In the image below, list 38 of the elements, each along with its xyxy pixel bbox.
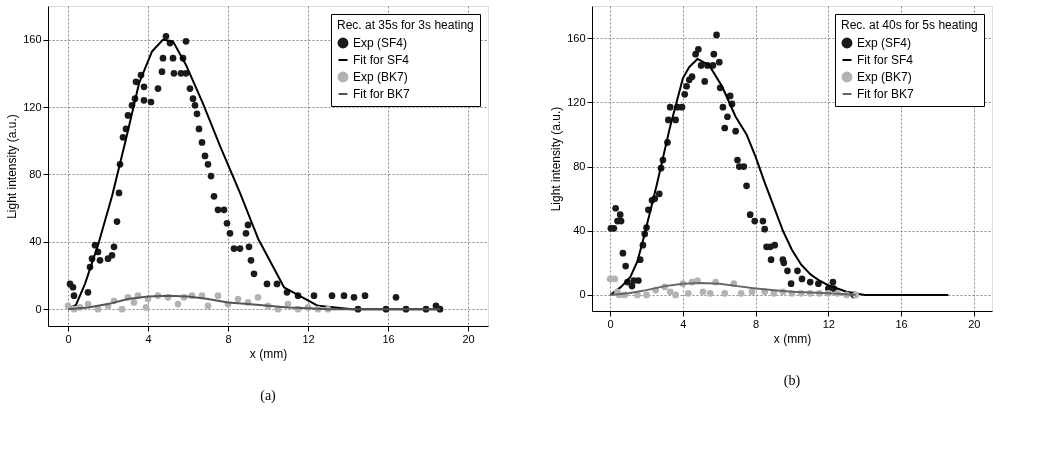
- x-tick-label: 0: [65, 332, 72, 345]
- y-tick-label: 120: [23, 100, 42, 113]
- x-axis-title: x (mm): [249, 346, 288, 361]
- x-tick-label: 0: [607, 317, 614, 330]
- legend-label: Fit for SF4: [857, 53, 914, 67]
- x-tick-label: 12: [822, 317, 835, 330]
- x-tick-label: 8: [225, 332, 232, 345]
- y-axis-title: Light intensity (a.u.): [5, 114, 20, 219]
- x-tick-label: 20: [462, 332, 475, 345]
- legend-label: Fit for BK7: [353, 87, 411, 101]
- legend-title: Rec. at 35s for 3s heating: [337, 18, 474, 32]
- x-tick-label: 12: [302, 332, 315, 345]
- y-tick-label: 80: [573, 160, 586, 173]
- y-tick-label: 160: [567, 31, 586, 44]
- x-tick-label: 8: [753, 317, 760, 330]
- legend-label: Fit for SF4: [353, 53, 410, 67]
- legend-label: Exp (BK7): [857, 70, 912, 84]
- y-tick-label: 120: [567, 95, 586, 108]
- legend-label: Exp (SF4): [857, 36, 912, 50]
- text: (a): [260, 388, 277, 404]
- y-tick-label: 80: [29, 167, 42, 180]
- y-axis-title: Light intensity (a.u.): [549, 106, 564, 212]
- x-axis-title: x (mm): [773, 331, 812, 346]
- y-tick-label: 160: [23, 33, 42, 46]
- y-tick-label: 40: [573, 224, 586, 237]
- legend-title: Rec. at 40s for 5s heating: [841, 18, 978, 32]
- text: (b): [783, 373, 801, 389]
- x-tick-label: 4: [680, 317, 687, 330]
- y-tick-label: 40: [29, 235, 42, 248]
- x-tick-label: 20: [968, 317, 981, 330]
- x-tick-label: 16: [895, 317, 908, 330]
- y-tick-label: 0: [579, 288, 586, 301]
- legend-label: Exp (BK7): [353, 70, 408, 84]
- x-tick-label: 4: [145, 332, 152, 345]
- x-tick-label: 16: [382, 332, 395, 345]
- legend-label: Exp (SF4): [353, 36, 408, 50]
- legend-label: Fit for BK7: [857, 87, 915, 101]
- y-tick-label: 0: [35, 302, 42, 315]
